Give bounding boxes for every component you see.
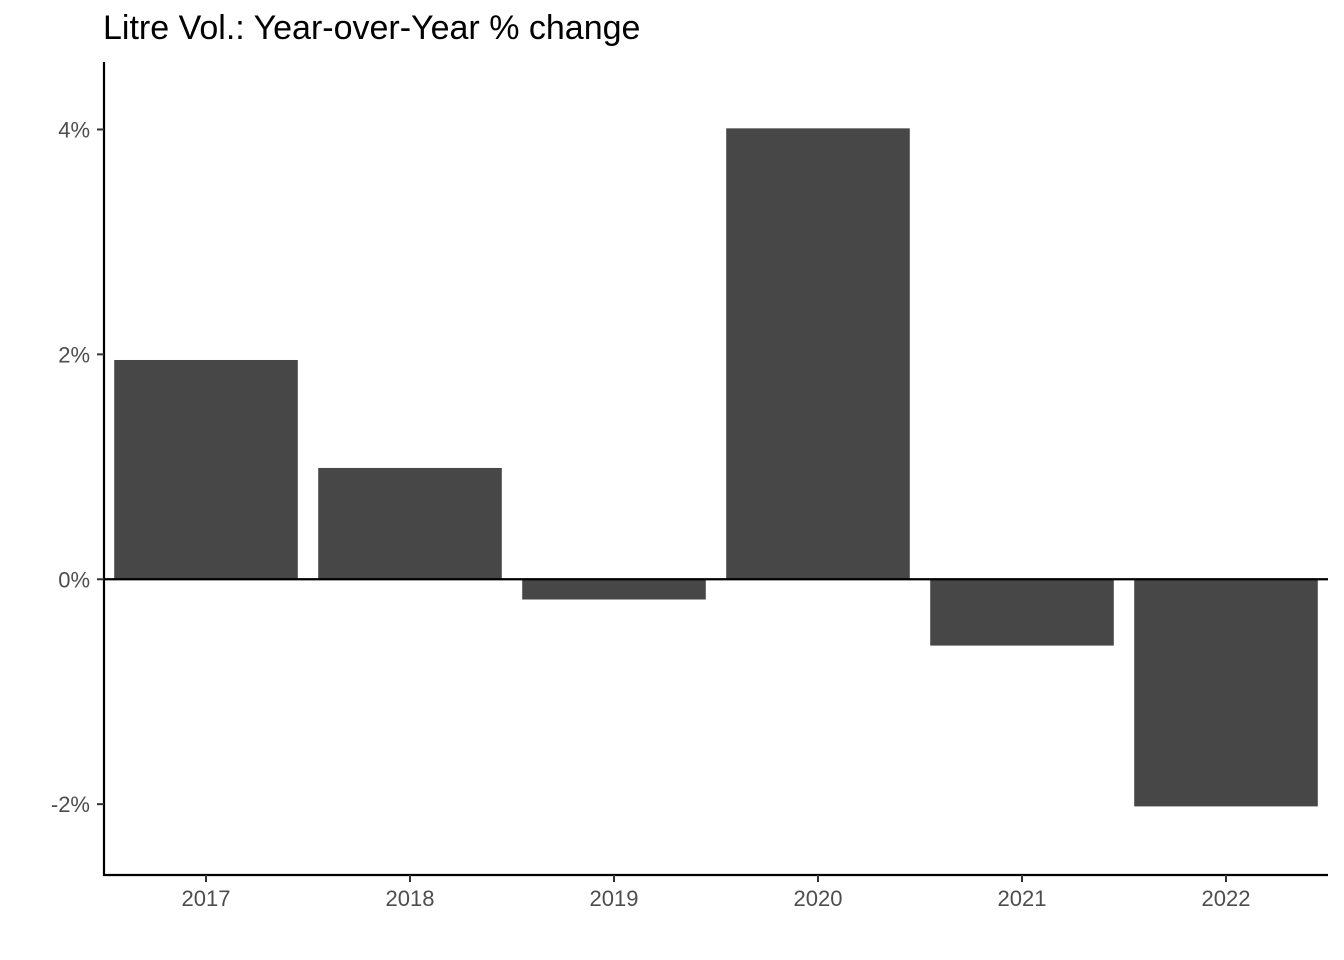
x-tick-label: 2020 — [794, 886, 843, 911]
x-ticks-group: 2017 2018 2019 2020 2021 2022 — [182, 875, 1251, 911]
y-tick-label: -2% — [51, 792, 90, 817]
bar-2022 — [1134, 579, 1318, 807]
bars-group — [114, 128, 1318, 807]
bar-2019 — [522, 579, 706, 600]
bar-2021 — [930, 579, 1114, 646]
x-tick-label: 2021 — [998, 886, 1047, 911]
x-tick-label: 2018 — [386, 886, 435, 911]
y-tick-label: 2% — [58, 342, 90, 367]
y-ticks-group: 4% 2% 0% -2% — [51, 117, 104, 817]
bar-2018 — [318, 467, 502, 580]
y-tick-label: 0% — [58, 567, 90, 592]
chart-title: Litre Vol.: Year-over-Year % change — [103, 9, 640, 47]
bar-2017 — [114, 359, 298, 580]
bar-2020 — [726, 128, 910, 580]
y-tick-label: 4% — [58, 117, 90, 142]
x-tick-label: 2019 — [590, 886, 639, 911]
x-tick-label: 2022 — [1202, 886, 1251, 911]
x-tick-label: 2017 — [182, 886, 231, 911]
